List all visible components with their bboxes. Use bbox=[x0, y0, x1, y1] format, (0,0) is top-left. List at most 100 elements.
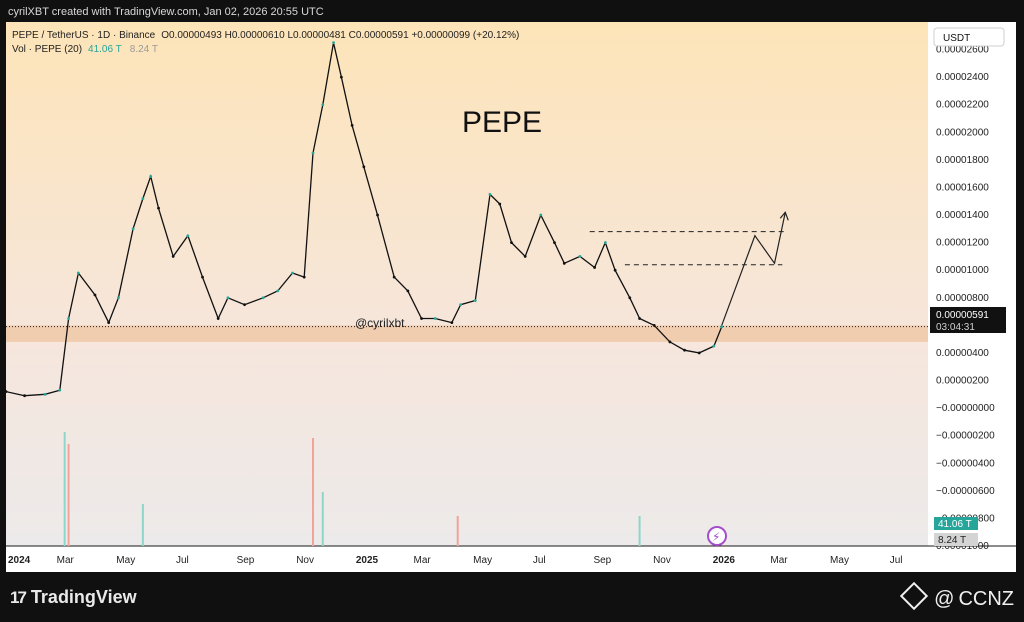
price-tick-label: 0.00001400 bbox=[936, 210, 989, 221]
volume-bar bbox=[67, 444, 70, 546]
price-point bbox=[261, 296, 265, 300]
price-tick-label: 0.00001600 bbox=[936, 182, 989, 193]
currency-label: USDT bbox=[943, 33, 970, 44]
price-point bbox=[488, 192, 492, 196]
header-caption: cyrilXBT created with TradingView.com, J… bbox=[8, 6, 324, 18]
countdown: 03:04:31 bbox=[936, 322, 975, 333]
time-tick-label: Jul bbox=[890, 555, 903, 566]
price-tick-label: 0.00000800 bbox=[936, 293, 989, 304]
price-point bbox=[58, 388, 62, 392]
price-point bbox=[332, 41, 335, 45]
price-point bbox=[93, 293, 97, 297]
tradingview-logo[interactable]: 17 TradingView bbox=[10, 587, 137, 607]
last-price-tag: 0.00000591 03:04:31 bbox=[930, 307, 1006, 333]
volume-bar bbox=[456, 516, 459, 546]
price-point bbox=[523, 255, 527, 258]
volume-bar bbox=[638, 516, 641, 546]
price-chart[interactable]: 0.00002600 0.00002400 0.00002200 0.00002000… bbox=[6, 22, 1016, 572]
time-axis-background bbox=[6, 546, 1016, 572]
time-tick-label: Mar bbox=[770, 555, 788, 566]
price-point bbox=[473, 299, 477, 302]
price-tick-label: −0.00000000 bbox=[936, 403, 995, 414]
last-price: 0.00000591 bbox=[936, 310, 989, 321]
price-point bbox=[683, 348, 686, 352]
price-point bbox=[186, 234, 190, 238]
currency-button[interactable]: USDT bbox=[933, 27, 1005, 47]
volume-bar bbox=[63, 432, 66, 546]
price-point bbox=[243, 303, 246, 307]
time-tick-label: Sep bbox=[593, 555, 611, 566]
price-tick-label: 0.00002000 bbox=[936, 127, 989, 138]
time-tick-label: Jul bbox=[176, 555, 189, 566]
volume-bar bbox=[321, 492, 324, 546]
price-point bbox=[562, 261, 566, 265]
price-point bbox=[43, 392, 47, 396]
price-point bbox=[539, 213, 543, 217]
price-point bbox=[350, 124, 354, 127]
projection-path bbox=[721, 212, 786, 326]
price-point bbox=[131, 227, 135, 231]
price-tick-label: 0.00001200 bbox=[936, 238, 989, 249]
time-tick-label: Jul bbox=[533, 555, 546, 566]
price-point bbox=[321, 103, 325, 107]
projection-arrowhead bbox=[779, 211, 789, 221]
time-tick-label: May bbox=[473, 555, 492, 566]
price-point bbox=[593, 266, 596, 269]
plot-background bbox=[6, 22, 928, 546]
price-point bbox=[157, 206, 160, 210]
price-point bbox=[420, 317, 423, 320]
price-point bbox=[712, 344, 716, 348]
price-point bbox=[23, 394, 26, 398]
price-tick-label: 0.00002200 bbox=[936, 100, 989, 111]
price-point bbox=[201, 275, 204, 279]
price-point bbox=[697, 351, 701, 355]
price-point bbox=[406, 289, 410, 293]
price-tick-label: 0.00002600 bbox=[936, 45, 989, 56]
price-point bbox=[433, 317, 437, 320]
price-point bbox=[553, 241, 556, 245]
price-point bbox=[291, 271, 294, 275]
price-point bbox=[339, 75, 343, 79]
price-tick-label: 0.00000200 bbox=[936, 376, 989, 387]
price-series-line bbox=[6, 42, 723, 397]
price-tick-label: −0.00000200 bbox=[936, 431, 995, 442]
price-tick-label: 0.00001800 bbox=[936, 155, 989, 166]
price-point bbox=[652, 323, 656, 327]
chart-title: PEPE bbox=[462, 106, 542, 139]
volume-bar bbox=[141, 504, 144, 546]
price-point bbox=[141, 197, 145, 200]
time-tick-label: 2024 bbox=[8, 555, 31, 566]
price-point bbox=[603, 241, 607, 245]
price-point bbox=[668, 340, 672, 344]
price-tick-label: 0.00002400 bbox=[936, 72, 989, 83]
support-zone bbox=[6, 325, 928, 342]
tradingview-mark-icon: 17 bbox=[10, 588, 27, 607]
time-tick-label: 2026 bbox=[713, 555, 736, 566]
price-point bbox=[459, 303, 463, 307]
price-point bbox=[216, 317, 220, 320]
price-point bbox=[76, 271, 80, 275]
lightning-icon[interactable]: ⚡ bbox=[707, 526, 727, 546]
price-point bbox=[450, 321, 454, 325]
time-tick-label: Mar bbox=[414, 555, 432, 566]
volume-tags: 41.06 T 8.24 T bbox=[934, 517, 978, 546]
binance-diamond-icon bbox=[899, 581, 929, 611]
price-point bbox=[638, 317, 641, 320]
time-tick-label: Sep bbox=[237, 555, 255, 566]
price-point bbox=[311, 151, 315, 155]
ccnz-credit: @ CCNZ bbox=[899, 581, 1014, 611]
price-point bbox=[510, 241, 513, 245]
time-tick-label: May bbox=[116, 555, 135, 566]
legend-volume: Vol · PEPE (20) 41.06 T 8.24 T bbox=[12, 44, 158, 55]
price-point bbox=[149, 175, 153, 178]
price-point bbox=[107, 321, 111, 325]
price-point bbox=[498, 202, 502, 206]
price-point bbox=[226, 296, 230, 300]
price-tick-label: −0.00000400 bbox=[936, 458, 995, 469]
footer: 17 TradingView @ CCNZ bbox=[0, 576, 1024, 622]
price-point bbox=[720, 325, 724, 329]
price-tick-label: 0.00001000 bbox=[936, 541, 989, 552]
price-point bbox=[6, 390, 8, 393]
price-tick-label: −0.00000600 bbox=[936, 486, 995, 497]
